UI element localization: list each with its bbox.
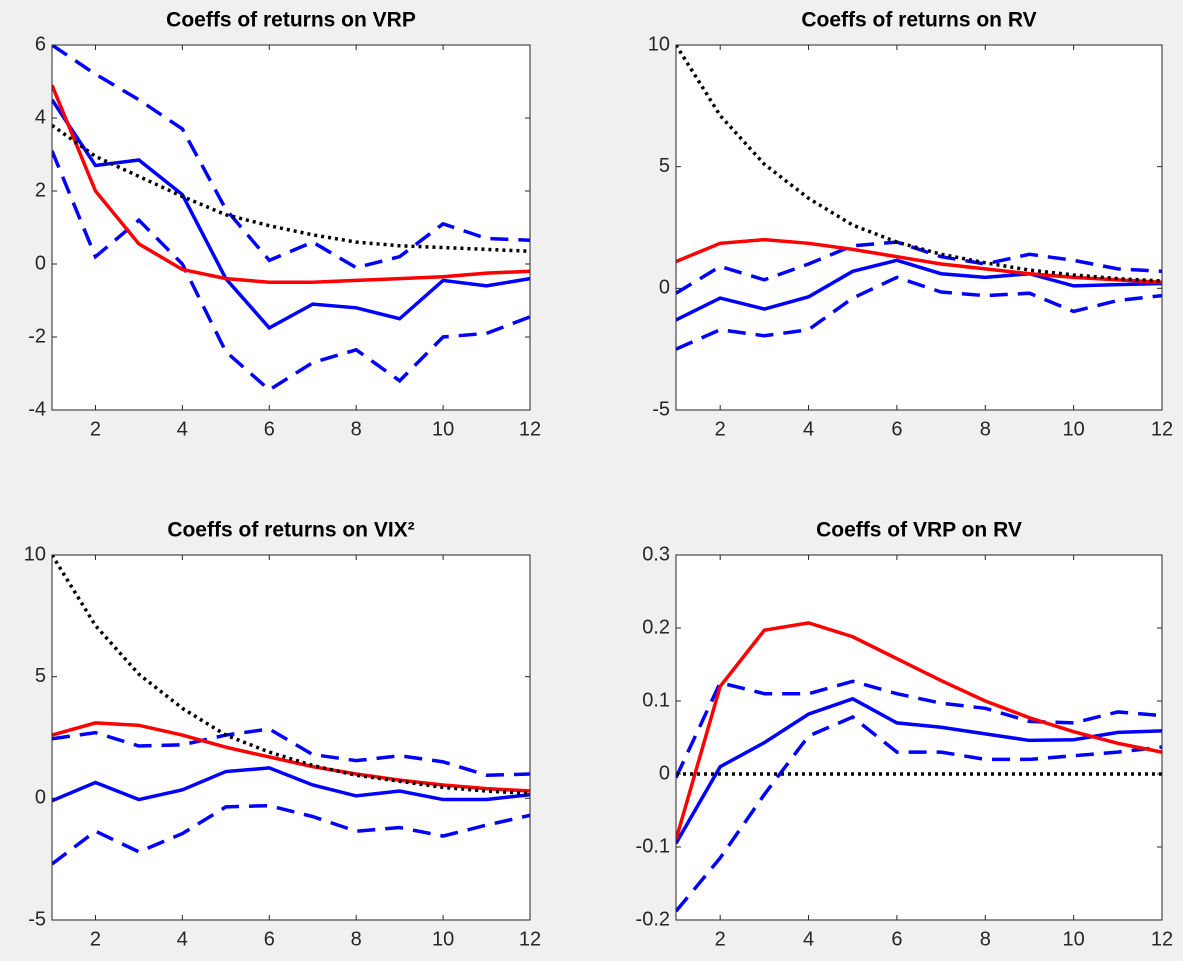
chart-title: Coeffs of returns on VRP <box>166 9 416 32</box>
series-line <box>676 237 1162 284</box>
axes-box <box>51 44 531 411</box>
x-tick-label: 8 <box>351 928 362 950</box>
axes-box <box>675 44 1163 411</box>
y-tick-label: 2 <box>35 179 46 201</box>
series-line <box>676 275 1162 351</box>
chart-title: Coeffs of returns on VIX² <box>167 519 414 542</box>
series-line <box>52 45 530 270</box>
plot-area <box>676 45 1162 410</box>
axes-box <box>51 554 531 921</box>
x-tick-label: 6 <box>264 928 275 950</box>
x-tick-label: 2 <box>90 418 101 440</box>
y-tick-label: 0 <box>35 787 46 809</box>
x-tick-label: 6 <box>891 418 902 440</box>
x-tick-label: 6 <box>891 928 902 950</box>
x-tick-label: 8 <box>980 418 991 440</box>
y-tick-label: -0.2 <box>636 908 670 930</box>
series-line <box>676 45 1162 283</box>
series-line <box>52 98 530 331</box>
y-tick-label: -0.1 <box>636 835 670 857</box>
x-tick-label: 10 <box>1063 418 1085 440</box>
series-line <box>676 696 1162 845</box>
y-tick-label: 0 <box>659 277 670 299</box>
y-tick-label: 10 <box>24 543 46 565</box>
y-tick-label: 5 <box>659 155 670 177</box>
series-line <box>676 621 1162 841</box>
series-line <box>52 766 530 803</box>
axes-box <box>675 554 1163 921</box>
chart-title: Coeffs of VRP on RV <box>816 519 1022 542</box>
y-tick-label: 0 <box>35 252 46 274</box>
x-tick-label: 2 <box>715 418 726 440</box>
series-line <box>52 721 530 793</box>
y-tick-label: 10 <box>648 33 670 55</box>
series-line <box>52 84 530 284</box>
chart-title: Coeffs of returns on RV <box>801 9 1036 32</box>
x-tick-label: 8 <box>351 418 362 440</box>
y-tick-label: 0.3 <box>642 543 670 565</box>
y-tick-label: 0.1 <box>642 689 670 711</box>
x-tick-label: 4 <box>177 418 188 440</box>
y-tick-label: -2 <box>28 325 46 347</box>
x-tick-label: 12 <box>1151 418 1173 440</box>
x-tick-label: 10 <box>432 418 454 440</box>
x-tick-label: 4 <box>803 418 814 440</box>
x-tick-label: 2 <box>90 928 101 950</box>
x-tick-label: 6 <box>264 418 275 440</box>
series-line <box>676 715 1162 913</box>
x-tick-label: 10 <box>1063 928 1085 950</box>
series-line <box>52 555 530 796</box>
y-tick-label: 0.2 <box>642 616 670 638</box>
x-tick-label: 12 <box>1151 928 1173 950</box>
series-line <box>676 258 1162 322</box>
y-tick-label: 6 <box>35 33 46 55</box>
series-line <box>52 123 530 253</box>
series-line <box>52 803 530 866</box>
x-tick-label: 12 <box>519 418 541 440</box>
x-tick-label: 4 <box>803 928 814 950</box>
y-tick-label: -5 <box>28 908 46 930</box>
y-tick-label: 0 <box>659 762 670 784</box>
series-line <box>676 240 1162 295</box>
x-tick-label: 8 <box>980 928 991 950</box>
x-tick-label: 12 <box>519 928 541 950</box>
series-line <box>676 679 1162 779</box>
x-tick-label: 4 <box>177 928 188 950</box>
x-tick-label: 10 <box>432 928 454 950</box>
y-tick-label: 4 <box>35 106 46 128</box>
plot-area <box>52 555 530 920</box>
y-tick-label: 5 <box>35 665 46 687</box>
y-tick-label: -4 <box>28 398 46 420</box>
x-tick-label: 2 <box>715 928 726 950</box>
y-tick-label: -5 <box>652 398 670 420</box>
